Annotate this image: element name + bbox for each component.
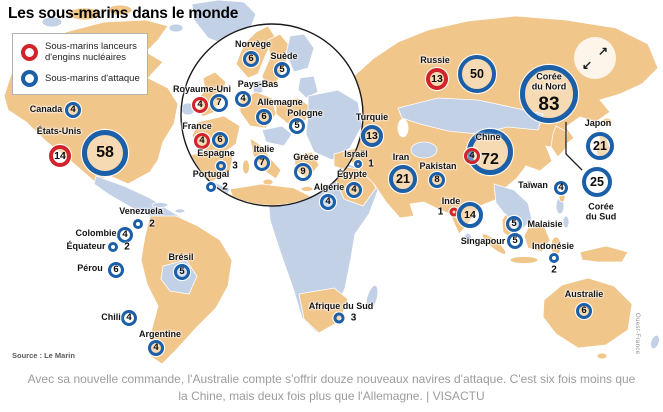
nuclear-launcher-subs-icon (21, 43, 38, 61)
publisher-credit: Ouest-France (634, 313, 640, 355)
page-title: Les sous-marins dans le monde (8, 5, 239, 22)
legend-label: Sous-marins d'attaque (45, 72, 140, 84)
legend: Sous-marins lanceurs d'engins nucléaires… (12, 33, 148, 95)
source-credit: Source : Le Marin (12, 351, 75, 360)
caption: Avec sa nouvelle commande, l'Australie c… (27, 372, 636, 404)
legend-item-nuclear-launchers: Sous-marins lanceurs d'engins nucléaires (21, 41, 140, 64)
expand-button[interactable]: ↗ ↙ (574, 37, 616, 79)
legend-label: Sous-marins lanceurs d'engins nucléaires (45, 41, 137, 64)
legend-item-attack-subs: Sous-marins d'attaque (21, 69, 140, 87)
arrow-down-left-icon: ↙ (582, 58, 593, 72)
arrow-up-right-icon: ↗ (597, 44, 608, 58)
korea-leader-line (565, 122, 583, 171)
attack-subs-icon (21, 69, 38, 87)
europe-inset (180, 23, 364, 207)
